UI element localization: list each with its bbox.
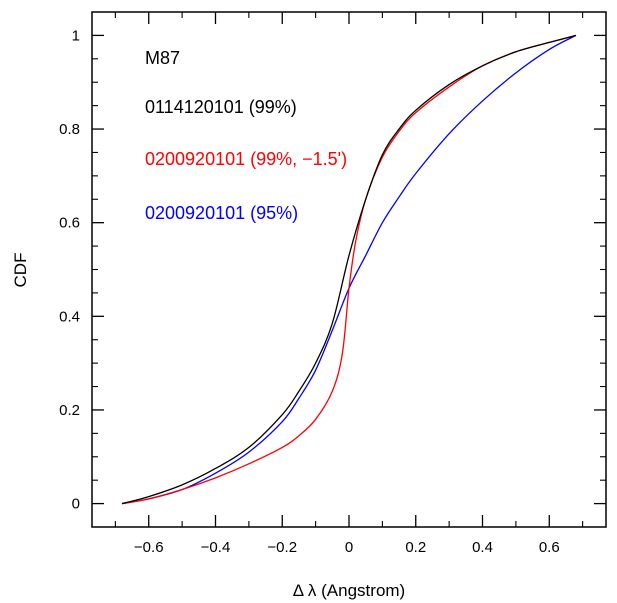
annotation-text: M87 <box>145 48 180 68</box>
x-tick-label: −0.4 <box>201 539 231 556</box>
y-tick-label: 0.4 <box>59 308 80 325</box>
series-line-0 <box>121 34 577 505</box>
legend-entry-0200920101-offset: 0200920101 (99%, −1.5') <box>145 149 347 169</box>
x-tick-label: 0.6 <box>539 539 560 556</box>
series-layer <box>121 34 577 505</box>
legend-entry-0114120101: 0114120101 (99%) <box>145 97 297 117</box>
y-tick-label: 1 <box>72 27 80 44</box>
x-tick-label: 0 <box>345 539 353 556</box>
y-axis-label: CDF <box>11 253 30 288</box>
x-axis-label: Δ λ (Angstrom) <box>293 581 405 600</box>
y-tick-label: 0 <box>72 496 80 513</box>
plot-frame <box>91 11 607 528</box>
legend-entry-0200920101-95: 0200920101 (95%) <box>145 203 298 223</box>
x-tick-label: 0.2 <box>405 539 426 556</box>
x-tick-label: −0.2 <box>267 539 297 556</box>
x-tick-label: 0.4 <box>472 539 493 556</box>
axis-tick-labels: −0.6 −0.4 −0.2 0 0.2 0.4 0.6 0 0.2 0.4 0.6 0.8 1 <box>59 27 560 556</box>
x-tick-label: −0.6 <box>134 539 164 556</box>
y-tick-label: 0.6 <box>59 215 80 232</box>
y-tick-label: 0.2 <box>59 402 80 419</box>
axis-ticks <box>92 12 606 527</box>
y-tick-label: 0.8 <box>59 121 80 138</box>
